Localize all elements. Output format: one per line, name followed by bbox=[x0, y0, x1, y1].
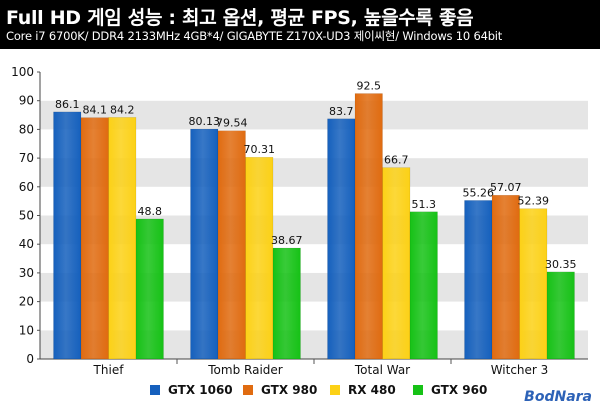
x-tick-label: Total War bbox=[354, 363, 410, 377]
y-tick-label: 30 bbox=[19, 266, 34, 280]
data-label: 38.67 bbox=[271, 234, 303, 247]
y-tick-label: 60 bbox=[19, 180, 34, 194]
data-label: 52.39 bbox=[518, 195, 550, 208]
data-label: 80.13 bbox=[189, 115, 221, 128]
data-label: 30.35 bbox=[545, 258, 577, 271]
x-tick-label: Thief bbox=[93, 363, 125, 377]
data-label: 86.1 bbox=[55, 98, 80, 111]
y-tick-label: 70 bbox=[19, 151, 34, 165]
data-label: 84.1 bbox=[83, 104, 108, 117]
data-label: 84.2 bbox=[110, 103, 135, 116]
bar bbox=[108, 117, 137, 360]
legend-swatch bbox=[330, 385, 340, 395]
y-tick-label: 100 bbox=[11, 65, 34, 79]
y-tick-label: 90 bbox=[19, 94, 34, 108]
chart-subtitle: Core i7 6700K/ DDR4 2133MHz 4GB*4/ GIGAB… bbox=[6, 29, 503, 43]
bar bbox=[327, 118, 356, 360]
bar bbox=[245, 156, 274, 360]
data-label: 57.07 bbox=[490, 181, 522, 194]
bar bbox=[491, 194, 520, 360]
bar bbox=[464, 200, 493, 360]
data-label: 92.5 bbox=[357, 80, 382, 93]
chart-title: Full HD 게임 성능 : 최고 옵션, 평균 FPS, 높을수록 좋음 bbox=[6, 7, 474, 29]
data-label: 70.31 bbox=[244, 143, 276, 156]
bar bbox=[382, 167, 411, 360]
y-tick-label: 40 bbox=[19, 237, 34, 251]
bar bbox=[519, 208, 548, 360]
data-label: 79.54 bbox=[216, 117, 248, 130]
legend-swatch bbox=[243, 385, 253, 395]
data-label: 51.3 bbox=[412, 198, 437, 211]
bar bbox=[354, 93, 383, 360]
data-label: 48.8 bbox=[138, 205, 163, 218]
y-tick-label: 0 bbox=[26, 352, 34, 366]
x-tick-label: Tomb Raider bbox=[207, 363, 283, 377]
bar bbox=[217, 130, 246, 360]
bar bbox=[80, 117, 109, 360]
legend-swatch bbox=[413, 385, 423, 395]
legend-label: GTX 980 bbox=[261, 383, 317, 397]
legend-swatch bbox=[150, 385, 160, 395]
bar bbox=[272, 247, 301, 360]
legend-label: GTX 1060 bbox=[168, 383, 233, 397]
bar bbox=[53, 111, 82, 360]
bar bbox=[409, 211, 438, 360]
data-label: 66.7 bbox=[384, 154, 409, 167]
x-tick-label: Witcher 3 bbox=[491, 363, 549, 377]
y-tick-label: 50 bbox=[19, 209, 34, 223]
y-tick-label: 80 bbox=[19, 122, 34, 136]
data-label: 55.26 bbox=[463, 186, 495, 199]
bar bbox=[190, 128, 219, 360]
data-label: 83.7 bbox=[329, 105, 354, 118]
grid-band bbox=[40, 72, 588, 101]
bar bbox=[135, 218, 164, 360]
y-tick-label: 20 bbox=[19, 295, 34, 309]
legend-label: RX 480 bbox=[348, 383, 396, 397]
bar bbox=[546, 271, 575, 360]
y-tick-label: 10 bbox=[19, 323, 34, 337]
watermark-logo: BodNara bbox=[524, 389, 592, 405]
legend-label: GTX 960 bbox=[431, 383, 487, 397]
chart-header: Full HD 게임 성능 : 최고 옵션, 평균 FPS, 높을수록 좋음 C… bbox=[0, 0, 600, 49]
